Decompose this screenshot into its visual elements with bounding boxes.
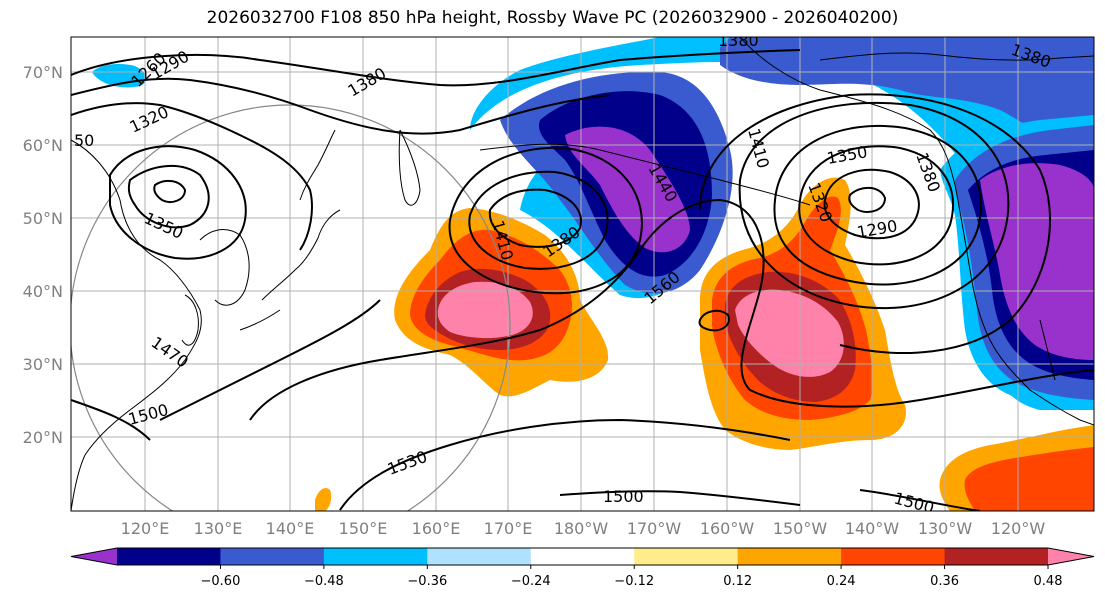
lon-label: 120°W — [991, 519, 1046, 538]
longitude-labels: 120°E 130°E 140°E 150°E 160°E 170°E 180°… — [121, 519, 1046, 538]
colorbar-tick-label: −0.60 — [201, 574, 241, 589]
colorbar-segment — [634, 548, 739, 565]
colorbar-segment — [220, 548, 325, 565]
lon-label: 160°E — [412, 519, 461, 538]
anomaly-negative-band — [470, 37, 1094, 410]
lat-label-30n: 30°N — [23, 355, 63, 374]
colorbar-segment — [530, 548, 635, 565]
colorbar-tick-label: 0.24 — [827, 574, 856, 589]
latitude-labels: 70°N 60°N 50°N 40°N 30°N 20°N — [23, 63, 63, 447]
lon-label: 130°W — [918, 519, 973, 538]
map-border — [70, 36, 1095, 512]
colorbar-extend-right — [1048, 548, 1094, 565]
colorbar-tick-label: 0.48 — [1034, 574, 1063, 589]
contour-label: 50 — [74, 131, 94, 150]
contour-label: 1380 — [718, 31, 759, 50]
map-area: 1260 1290 1320 1380 1380 1380 50 1350 14… — [71, 31, 1094, 511]
lat-label-40n: 40°N — [23, 282, 63, 301]
colorbar-tick-label: −0.24 — [511, 574, 551, 589]
anomaly-positive-east-pacific-peak — [735, 289, 844, 377]
lon-label: 140°E — [266, 519, 315, 538]
anomaly-negative-peak — [565, 126, 690, 253]
coastlines — [71, 37, 1094, 511]
lat-label-70n: 70°N — [23, 63, 63, 82]
colorbar-segment — [323, 548, 428, 565]
lon-label: 150°W — [773, 519, 828, 538]
colorbar-tick-label: −0.36 — [407, 574, 447, 589]
lon-label: 180°W — [554, 519, 609, 538]
lat-label-20n: 20°N — [23, 428, 63, 447]
height-contours — [71, 49, 1094, 511]
lon-label: 150°E — [339, 519, 388, 538]
colorbar-segment — [737, 548, 842, 565]
lon-label: 140°W — [845, 519, 900, 538]
colorbar-segment — [841, 548, 946, 565]
lon-label: 130°E — [194, 519, 243, 538]
lon-label: 170°E — [484, 519, 533, 538]
colorbar-tick-label: 0.12 — [723, 574, 752, 589]
colorbar-segment — [117, 548, 221, 565]
reference-circle — [71, 104, 511, 511]
lon-label: 170°W — [627, 519, 682, 538]
anomaly-positive-central-pacific-peak — [437, 281, 533, 339]
anomaly-positive-small — [315, 488, 332, 511]
colorbar-extend-left — [71, 548, 117, 565]
colorbar-outline — [70, 547, 1095, 566]
anomaly-negative-northeast — [720, 37, 1094, 200]
colorbar-segment — [427, 548, 532, 565]
colorbar-tick-label: 0.36 — [930, 574, 959, 589]
colorbar-segment — [944, 548, 1049, 565]
lat-label-60n: 60°N — [23, 136, 63, 155]
lon-label: 160°W — [700, 519, 755, 538]
lon-label: 120°E — [121, 519, 170, 538]
colorbar-tick-label: −0.12 — [614, 574, 654, 589]
lat-label-50n: 50°N — [23, 209, 63, 228]
contour-label: 1500 — [603, 487, 644, 506]
colorbar: −0.60 −0.48 −0.36 −0.24 −0.12 0.12 0.24 0.36 0.4… — [70, 547, 1095, 589]
map-title: 2026032700 F108 850 hPa height, Rossby W… — [206, 8, 899, 28]
anomaly-positive-southeast-2 — [964, 447, 1094, 511]
colorbar-tick-label: −0.48 — [304, 574, 344, 589]
